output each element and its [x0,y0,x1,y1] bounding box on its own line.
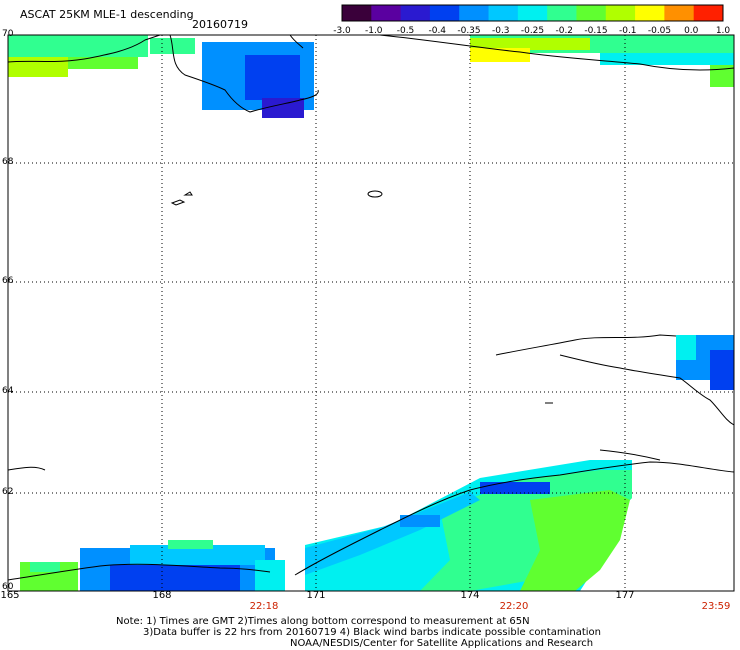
colorbar [342,5,724,21]
time-label-2: 22:20 [499,601,529,612]
time-label-1: 22:18 [249,601,279,612]
colorbar-swatch [635,5,665,21]
colorbar-tick-label: -0.3 [491,26,510,36]
colorbar-swatch [576,5,607,21]
lat-label-68: 68 [2,157,14,167]
colorbar-swatch [342,5,372,21]
colorbar-tick-label: 1.0 [715,26,731,36]
colorbar-tick-label: -0.4 [428,26,447,36]
lon-label-177: 177 [615,590,635,601]
colorbar-swatch [547,5,577,21]
lat-label-70: 70 [2,29,14,39]
map-date: 20160719 [192,18,248,31]
lon-label-165: 165 [0,590,20,601]
lon-label-168: 168 [152,590,172,601]
colorbar-tick-label: -3.0 [333,26,351,36]
colorbar-swatch [488,5,519,21]
lat-label-62: 62 [2,487,14,497]
colorbar-tick-label: -0.5 [396,26,415,36]
lon-label-174: 174 [460,590,480,601]
colorbar-frame [341,4,724,22]
note-line-2: 3)Data buffer is 22 hrs from 20160719 4)… [143,627,601,638]
colorbar-tick-label: -0.2 [555,26,574,36]
colorbar-tick-label: -0.25 [520,26,545,36]
colorbar-swatch [371,5,402,21]
lat-label-66: 66 [2,276,14,286]
colorbar-swatch [605,5,636,21]
lat-label-60: 60 [2,582,14,592]
colorbar-tick-label: -0.1 [618,26,637,36]
map-frame [7,34,735,592]
lat-label-64: 64 [2,386,14,396]
map-title: ASCAT 25KM MLE-1 descending [20,8,194,21]
colorbar-swatch [664,5,695,21]
colorbar-tick-label: -0.15 [584,26,608,36]
colorbar-tick-label: -0.05 [647,26,672,36]
time-label-3: 23:59 [701,601,731,612]
map-area [7,34,735,592]
note-line-1: Note: 1) Times are GMT 2)Times along bot… [116,616,530,627]
colorbar-tick-label: -0.35 [457,26,481,36]
colorbar-swatch [517,5,548,21]
coastline [7,34,735,581]
lat-lon-grid [8,35,734,591]
lon-label-171: 171 [306,590,326,601]
colorbar-swatch [459,5,490,21]
colorbar-swatch [400,5,431,21]
colorbar-swatch [693,5,724,21]
colorbar-swatch [429,5,460,21]
colorbar-tick-label: 0.0 [684,26,699,36]
note-line-3: NOAA/NESDIS/Center for Satellite Applica… [290,638,594,649]
colorbar-tick-label: -1.0 [364,26,383,36]
